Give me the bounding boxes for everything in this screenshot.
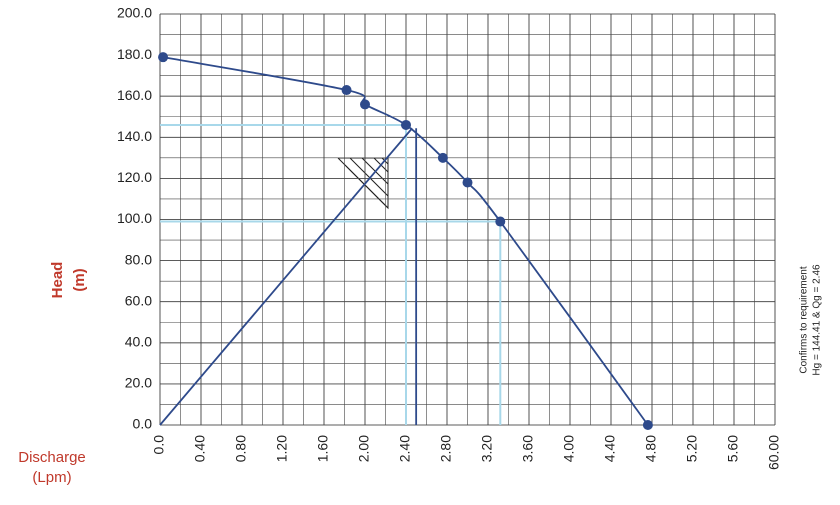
x-tick-label: 0.40 [192, 435, 208, 462]
y-tick-label: 180.0 [117, 46, 152, 62]
x-tick-label: 60.00 [766, 435, 782, 470]
data-point [341, 85, 352, 96]
x-tick-label: 1.20 [274, 435, 290, 462]
y-axis-unit: (m) [71, 268, 88, 291]
data-point [437, 152, 448, 163]
y-tick-label: 60.0 [125, 292, 152, 308]
data-point [158, 52, 169, 63]
y-tick-label: 120.0 [117, 169, 152, 185]
x-tick-label: 0.80 [233, 435, 249, 462]
x-tick-label: 5.20 [684, 435, 700, 462]
y-tick-label: 0.0 [133, 416, 153, 432]
x-axis-label: Discharge [18, 449, 86, 466]
y-tick-label: 100.0 [117, 210, 152, 226]
annotation: Hg = 144.41 & Qg = 2.46 [812, 264, 823, 376]
x-tick-label: 2.00 [356, 435, 372, 462]
x-tick-label: 3.20 [479, 435, 495, 462]
x-tick-label: 1.60 [315, 435, 331, 462]
annotation: Confirms to requirement [799, 266, 810, 373]
x-tick-label: 2.40 [397, 435, 413, 462]
data-point [401, 119, 411, 130]
x-tick-label: 2.80 [438, 435, 454, 462]
x-tick-label: 5.60 [725, 435, 741, 462]
data-point [495, 216, 506, 227]
y-tick-label: 160.0 [117, 87, 152, 103]
x-tick-label: 4.00 [561, 435, 577, 462]
data-point [462, 177, 473, 188]
y-axis-label: Head [49, 262, 66, 299]
data-point [360, 99, 370, 110]
x-tick-label: 4.80 [643, 435, 659, 462]
y-tick-label: 200.0 [117, 5, 152, 21]
pump-curve [162, 56, 649, 426]
x-tick-label: 3.60 [520, 435, 536, 462]
y-tick-label: 140.0 [117, 128, 152, 144]
system-line [159, 127, 413, 426]
y-tick-label: 20.0 [125, 375, 152, 391]
x-tick-label: 4.40 [602, 435, 618, 462]
y-tick-label: 80.0 [125, 251, 152, 267]
guide-line [160, 220, 502, 425]
x-axis-unit: (Lpm) [32, 469, 71, 486]
x-tick-label: 0.0 [151, 435, 167, 455]
y-tick-label: 40.0 [125, 334, 152, 350]
data-point [642, 420, 653, 430]
